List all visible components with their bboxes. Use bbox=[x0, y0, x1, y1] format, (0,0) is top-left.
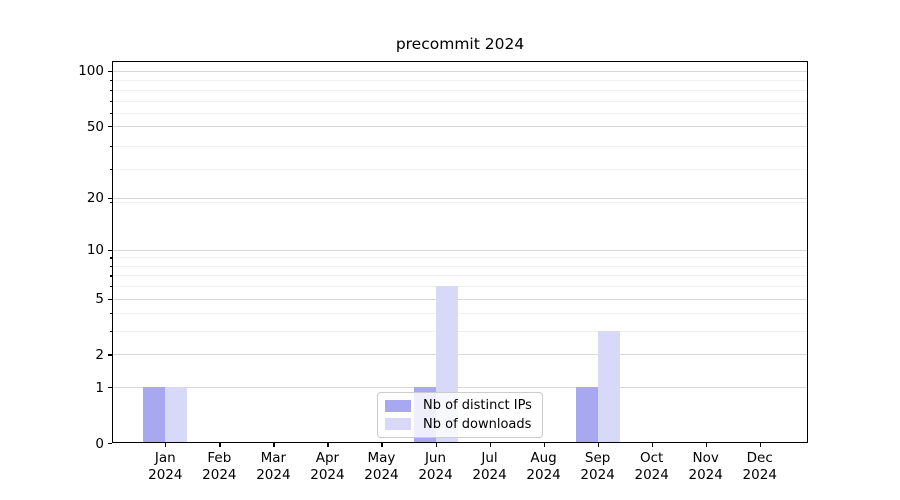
y-gridline-minor bbox=[113, 331, 807, 333]
y-tick-mark-minor bbox=[109, 275, 112, 277]
y-gridline-minor bbox=[113, 286, 807, 288]
y-gridline-minor bbox=[113, 313, 807, 315]
y-tick-mark bbox=[108, 197, 112, 199]
y-tick-label: 20 bbox=[86, 190, 104, 207]
y-tick-mark-minor bbox=[109, 265, 112, 268]
y-gridline-major bbox=[113, 249, 807, 251]
x-tick-mark bbox=[327, 443, 329, 447]
y-tick-label: 1 bbox=[95, 379, 104, 396]
y-gridline-major bbox=[113, 298, 807, 300]
y-tick-mark bbox=[108, 443, 112, 445]
x-tick-label: Nov 2024 bbox=[688, 450, 723, 484]
x-tick-label: Jan 2024 bbox=[148, 450, 183, 484]
y-gridline-major bbox=[113, 354, 807, 356]
legend-entry: Nb of downloads bbox=[385, 417, 535, 432]
y-tick-mark bbox=[108, 249, 112, 251]
y-tick-mark bbox=[108, 298, 112, 300]
x-tick-label: Dec 2024 bbox=[742, 450, 777, 484]
y-gridline-minor bbox=[113, 80, 807, 82]
y-tick-mark-minor bbox=[109, 313, 112, 315]
y-tick-mark-minor bbox=[109, 286, 112, 288]
y-gridline-minor bbox=[113, 89, 807, 91]
x-tick-mark bbox=[165, 443, 167, 447]
legend-label-downloads: Nb of downloads bbox=[423, 416, 532, 432]
x-tick-label: Feb 2024 bbox=[202, 450, 237, 484]
x-tick-label: Sep 2024 bbox=[580, 450, 615, 484]
y-tick-label: 2 bbox=[95, 346, 104, 363]
x-tick-mark bbox=[489, 443, 491, 447]
y-tick-mark-minor bbox=[109, 89, 112, 91]
y-gridline-minor bbox=[113, 201, 807, 203]
y-tick-mark-minor bbox=[109, 331, 112, 333]
y-gridline-minor bbox=[113, 275, 807, 277]
x-tick-mark bbox=[381, 443, 383, 447]
x-tick-label: Jul 2024 bbox=[472, 450, 507, 484]
y-gridline-minor bbox=[113, 168, 807, 170]
x-tick-label: Apr 2024 bbox=[310, 450, 345, 484]
x-tick-mark bbox=[705, 443, 707, 447]
y-tick-mark-minor bbox=[109, 80, 112, 82]
chart-title: precommit 2024 bbox=[395, 35, 525, 53]
y-gridline-minor bbox=[113, 257, 807, 259]
x-tick-mark bbox=[435, 443, 437, 447]
y-gridline-minor bbox=[113, 145, 807, 147]
x-tick-label: Aug 2024 bbox=[526, 450, 561, 484]
y-tick-mark-minor bbox=[109, 145, 112, 147]
x-tick-mark bbox=[759, 443, 761, 447]
bar-distinct-ips bbox=[143, 387, 166, 443]
x-tick-label: Mar 2024 bbox=[256, 450, 291, 484]
x-tick-mark bbox=[219, 443, 221, 447]
y-gridline-major bbox=[113, 387, 807, 389]
y-tick-mark-minor bbox=[109, 201, 112, 203]
x-tick-label: Oct 2024 bbox=[634, 450, 669, 484]
y-tick-mark-minor bbox=[109, 168, 112, 170]
legend-label-distinct-ips: Nb of distinct IPs bbox=[423, 398, 532, 414]
y-tick-label: 0 bbox=[95, 435, 104, 452]
bar-downloads bbox=[165, 387, 188, 443]
x-tick-mark bbox=[273, 443, 275, 447]
x-tick-mark bbox=[543, 443, 545, 447]
bar-downloads bbox=[597, 331, 620, 443]
y-tick-label: 5 bbox=[95, 291, 104, 308]
x-tick-mark bbox=[597, 443, 599, 447]
y-tick-mark bbox=[108, 70, 112, 73]
x-tick-mark bbox=[651, 443, 653, 447]
y-tick-label: 10 bbox=[86, 242, 104, 259]
plot-border bbox=[112, 60, 808, 443]
x-tick-label: Jun 2024 bbox=[418, 450, 453, 484]
y-tick-mark bbox=[108, 354, 112, 356]
y-tick-mark bbox=[108, 126, 112, 128]
y-gridline-minor bbox=[113, 112, 807, 114]
y-tick-mark-minor bbox=[109, 112, 112, 115]
legend: Nb of distinct IPs Nb of downloads bbox=[377, 392, 543, 438]
bar-distinct-ips bbox=[575, 387, 598, 443]
y-gridline-major bbox=[113, 197, 807, 199]
legend-entry: Nb of distinct IPs bbox=[385, 398, 535, 413]
y-gridline-minor bbox=[113, 100, 807, 102]
y-gridline-major bbox=[113, 126, 807, 128]
y-tick-mark bbox=[108, 387, 112, 389]
y-tick-label: 50 bbox=[86, 118, 104, 135]
y-tick-mark-minor bbox=[109, 100, 112, 102]
legend-swatch-downloads-icon bbox=[385, 418, 411, 431]
x-tick-label: May 2024 bbox=[364, 450, 399, 484]
y-gridline-minor bbox=[113, 265, 807, 267]
y-tick-label: 100 bbox=[78, 63, 104, 80]
legend-swatch-distinct-ips-icon bbox=[385, 399, 411, 412]
y-tick-mark-minor bbox=[109, 257, 112, 259]
y-gridline-major bbox=[113, 70, 807, 72]
